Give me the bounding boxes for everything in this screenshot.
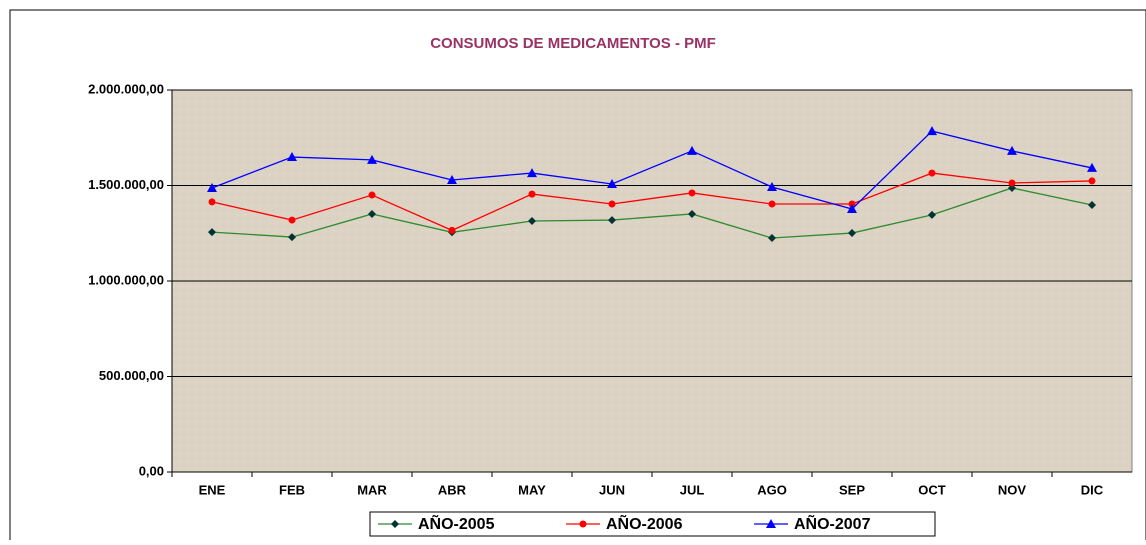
y-tick-label: 1.000.000,00: [88, 272, 164, 287]
x-tick-label: FEB: [279, 482, 305, 497]
data-point: [607, 178, 617, 188]
data-point: [447, 174, 457, 184]
data-point: [1087, 162, 1097, 172]
data-point: [767, 182, 777, 192]
data-point: [928, 210, 936, 219]
x-tick-label: DIC: [1081, 482, 1104, 497]
x-tick-label: JUL: [680, 482, 705, 497]
data-point: [927, 126, 937, 136]
data-point: [768, 234, 776, 243]
series-line: [211, 130, 1093, 210]
data-point: [847, 203, 857, 213]
y-tick-label: 500.000,00: [99, 368, 164, 383]
y-tick-label: 0,00: [139, 463, 164, 478]
data-point: [208, 198, 216, 206]
y-tick-label: 2.000.000,00: [88, 81, 164, 96]
chart-title: CONSUMOS DE MEDICAMENTOS - PMF: [430, 35, 716, 52]
legend-marker: [579, 520, 587, 528]
x-tick-label: NOV: [998, 482, 1027, 497]
x-tick-label: MAY: [518, 482, 546, 497]
legend-marker: [766, 519, 776, 528]
data-point: [1007, 145, 1017, 155]
data-point: [608, 200, 616, 208]
x-tick-label: OCT: [918, 482, 946, 497]
data-point: [768, 200, 776, 208]
data-point: [1008, 183, 1016, 192]
data-point: [1088, 200, 1096, 209]
data-point: [848, 229, 856, 238]
x-tick-label: SEP: [839, 482, 865, 497]
y-tick-label: 1.500.000,00: [88, 177, 164, 192]
data-point: [448, 226, 456, 234]
data-point: [527, 168, 537, 178]
data-point: [687, 145, 697, 155]
legend-label: AÑO-2006: [606, 513, 683, 533]
legend-marker: [391, 520, 399, 528]
x-tick-label: JUN: [599, 482, 625, 497]
legend-label: AÑO-2007: [794, 513, 871, 533]
x-tick-label: ENE: [199, 482, 226, 497]
x-tick-label: ABR: [438, 482, 467, 497]
data-point: [1088, 177, 1096, 185]
data-point: [368, 209, 376, 218]
data-point: [288, 233, 296, 242]
data-point: [608, 216, 616, 225]
data-point: [288, 216, 296, 224]
data-point: [688, 189, 696, 197]
legend-label: AÑO-2005: [418, 513, 495, 533]
data-point: [688, 209, 696, 218]
series-line: [211, 172, 1093, 232]
x-tick-label: MAR: [357, 482, 387, 497]
legend-box: [369, 511, 936, 537]
data-point: [928, 169, 936, 177]
data-point: [368, 191, 376, 199]
data-point: [208, 228, 216, 237]
data-point: [528, 190, 536, 198]
data-point: [287, 152, 297, 162]
series-line: [211, 187, 1093, 239]
x-tick-label: AGO: [757, 482, 787, 497]
data-point: [528, 217, 536, 226]
data-point: [1008, 179, 1016, 187]
data-point: [367, 154, 377, 164]
data-point: [207, 182, 217, 192]
